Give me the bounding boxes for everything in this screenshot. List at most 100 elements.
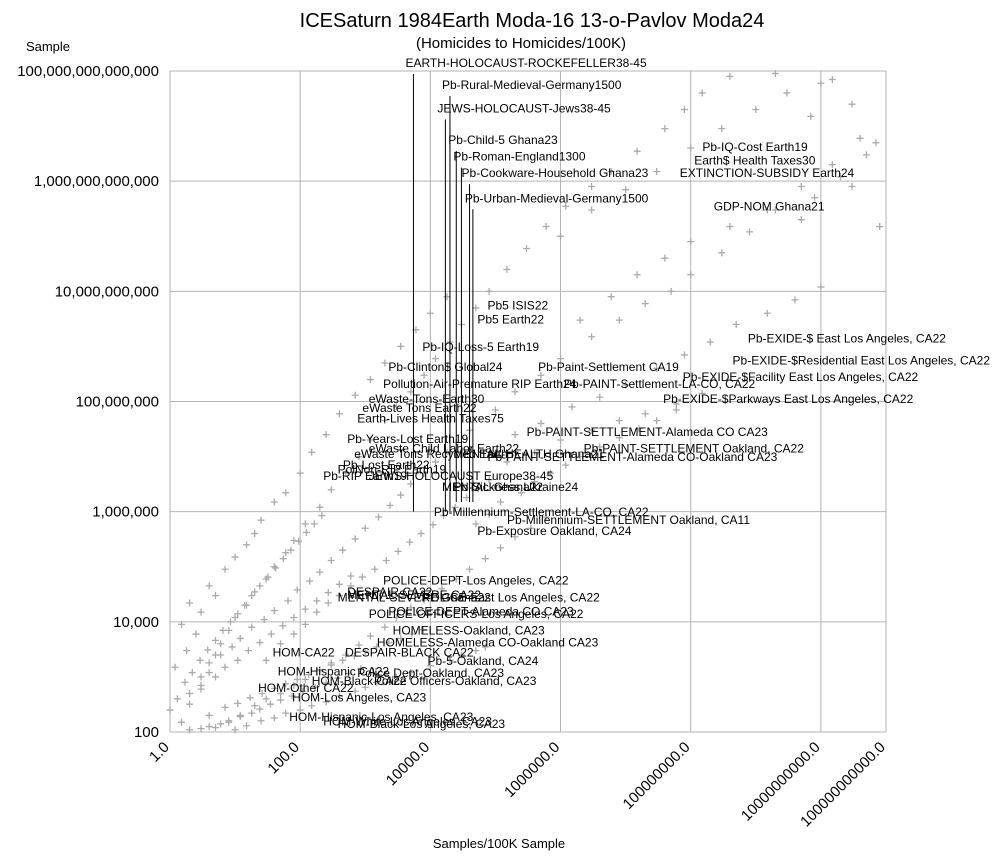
data-point <box>311 683 319 691</box>
data-point <box>797 216 805 224</box>
data-point <box>485 510 493 518</box>
data-point <box>752 106 760 114</box>
data-point <box>335 692 343 700</box>
data-point <box>290 681 298 689</box>
data-point <box>270 498 278 506</box>
data-point <box>432 458 440 466</box>
data-point <box>296 706 304 714</box>
data-point <box>726 72 734 80</box>
data-point <box>687 144 695 152</box>
data-point <box>248 592 256 600</box>
data-point <box>426 309 434 317</box>
data-point <box>817 79 825 87</box>
data-point <box>204 646 212 654</box>
annotation-label: HOMELESS-Alameda CO-Oakland CA23 <box>377 636 599 650</box>
data-point <box>726 223 734 231</box>
data-point <box>511 533 519 541</box>
data-point <box>576 316 584 324</box>
data-point <box>335 410 343 418</box>
data-point <box>231 553 239 561</box>
annotation-label: JEWS-HOLOCAUST Europe38-45 <box>369 469 554 483</box>
annotation-label: Pb-IQ-Loss-5 Earth19 <box>422 340 539 354</box>
data-point <box>347 572 355 580</box>
data-point <box>234 656 242 664</box>
data-point <box>491 406 499 414</box>
data-point <box>186 689 194 697</box>
data-point <box>272 564 280 572</box>
data-point <box>497 498 505 506</box>
data-point <box>186 700 194 708</box>
data-point <box>313 608 321 616</box>
data-point <box>746 228 754 236</box>
data-point <box>290 613 298 621</box>
data-point <box>279 622 287 630</box>
y-tick-label: 10,000,000,000 <box>55 283 159 300</box>
annotation-label: Pb5 Earth22 <box>477 313 544 327</box>
annotation-label: Pb-RIP Earth19 <box>323 469 407 483</box>
data-point <box>562 202 570 210</box>
data-point <box>429 521 437 529</box>
data-point <box>301 520 309 528</box>
data-point <box>282 709 290 717</box>
annotation-label: Police Officers-Oakland, CA23 <box>374 674 537 688</box>
data-point <box>672 400 680 408</box>
data-point <box>290 536 298 544</box>
data-point <box>386 501 394 509</box>
data-point <box>457 651 465 659</box>
data-point <box>661 254 669 262</box>
y-axis-ticks: 100 10,000 1,000,000 100,000,000 10,000,000,… <box>17 63 159 741</box>
data-point <box>517 489 525 497</box>
data-point <box>221 703 229 711</box>
data-point <box>219 626 227 634</box>
data-point <box>542 513 550 521</box>
data-point <box>687 238 695 246</box>
annotation-label: PolNon-RIP Earth19 <box>338 462 447 476</box>
data-point <box>653 364 661 372</box>
data-point <box>366 436 374 444</box>
data-point <box>373 643 381 651</box>
annotation-label: HOM-Hispanic-Los Angeles, CA23 <box>289 710 473 724</box>
data-point <box>440 512 448 520</box>
data-point <box>217 651 225 659</box>
data-point <box>557 436 565 444</box>
annotation-label: Pb-Millennium-Settlement-LA-CO, CA22 <box>434 505 649 519</box>
data-point <box>672 406 680 414</box>
data-point <box>635 425 643 433</box>
annotation-label: Earth$ Health Taxes30 <box>694 153 816 167</box>
data-point <box>350 652 358 660</box>
data-point <box>225 717 233 725</box>
data-point <box>248 623 256 631</box>
data-point <box>316 666 324 674</box>
annotation-label: HOMELESS-Oakland, CA23 <box>393 623 545 637</box>
y-tick-label: 10,000 <box>113 614 159 631</box>
data-point <box>385 639 393 647</box>
data-point <box>288 692 296 700</box>
data-point <box>438 585 446 593</box>
data-point <box>322 431 330 439</box>
data-point <box>186 599 194 607</box>
data-point <box>293 675 301 683</box>
data-point <box>231 726 239 734</box>
annotation-label: Pb-Cookware-Household Ghana23 <box>462 166 649 180</box>
data-point <box>472 304 480 312</box>
data-point <box>248 709 256 717</box>
data-point <box>375 513 383 521</box>
annotation-label: JEWS-HOLOCAUST-Jews38-45 <box>437 101 611 115</box>
annotation-label: Pb-Rural-Medieval-Germany1500 <box>442 78 622 92</box>
data-point <box>305 671 313 679</box>
data-point <box>251 530 259 538</box>
x-tick-label: 10000.0 <box>383 739 433 789</box>
data-point <box>426 662 434 670</box>
data-point <box>270 684 278 692</box>
data-point <box>848 183 856 191</box>
data-point <box>277 696 285 704</box>
data-point <box>622 186 630 194</box>
data-point <box>420 596 428 604</box>
data-point <box>783 89 791 97</box>
data-point <box>197 608 205 616</box>
data-point <box>357 665 365 673</box>
annotation-label: EXTINCTION-SUBSIDY Earth24 <box>680 166 855 180</box>
data-point <box>221 565 229 573</box>
data-point <box>205 659 213 667</box>
data-point <box>537 419 545 427</box>
